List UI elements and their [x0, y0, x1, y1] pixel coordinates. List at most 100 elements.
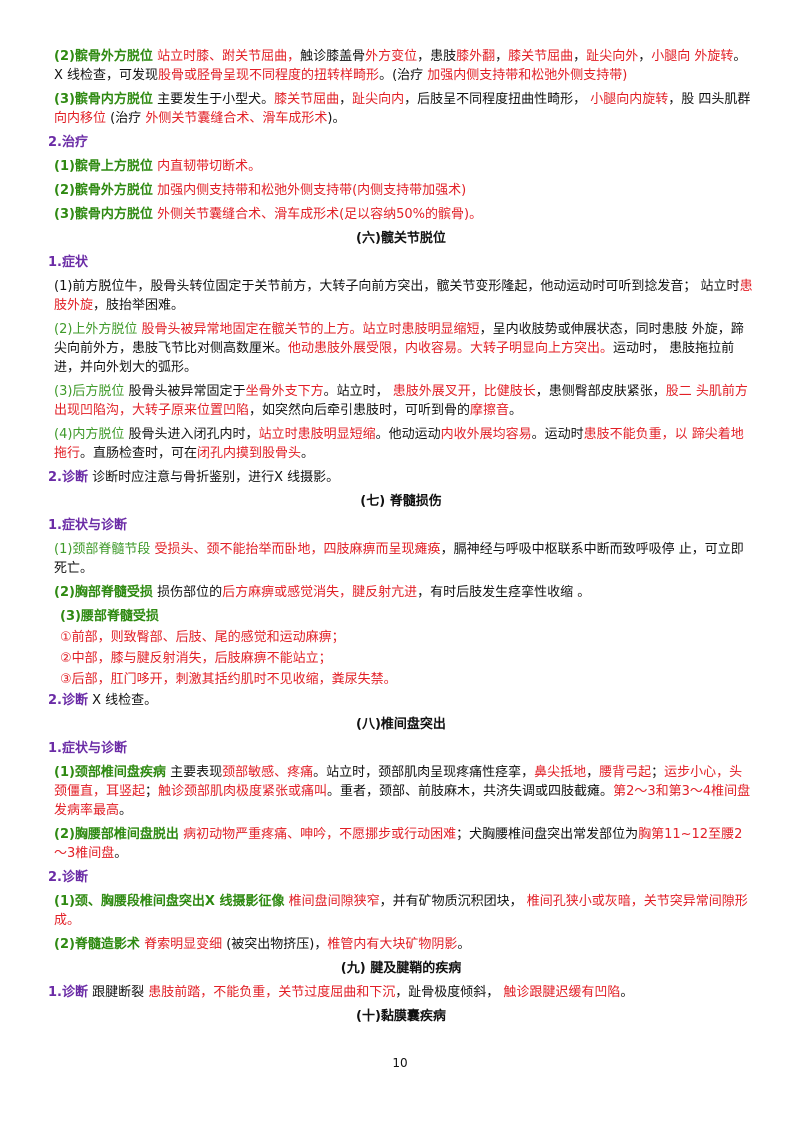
text-run: ③后部，肛门哆开，刺激其括约肌时不见收缩，粪尿失禁。 — [60, 672, 397, 687]
text-run: (治疗 — [106, 111, 146, 126]
text-run: 主要发生于小型犬。 — [152, 92, 275, 107]
paragraph: ③后部，肛门哆开，刺激其括约肌时不见收缩，粪尿失禁。 — [48, 670, 754, 689]
text-run: ，如突然向后牵引患肢时，可听到骨的 — [249, 403, 471, 418]
text-run: (1)颈部椎间盘疾病 — [54, 765, 166, 780]
paragraph: 2.诊断 X 线检查。 — [48, 691, 754, 710]
text-run: 趾尖向内 — [352, 92, 405, 107]
text-run: 股二 头肌前方出现凹陷沟，大转子原来位置凹陷 — [54, 384, 748, 418]
paragraph: (1)颈部脊髓节段 受损头、颈不能抬举而卧地，四肢麻痹而呈现瘫痪，膈神经与呼吸中… — [48, 540, 754, 578]
text-run: 第2～3和第3～4椎间盘发病率最高 — [54, 784, 751, 818]
document-body: (2)髌骨外方脱位 站立时膝、跗关节屈曲，触诊膝盖骨外方变位，患肢膝外翻，膝关节… — [48, 47, 754, 1031]
text-run: 腰背弓起 — [599, 765, 652, 780]
text-run: ，趾骨极度倾斜， — [395, 985, 504, 1000]
text-run: 2.诊断 — [48, 470, 88, 485]
text-run: 外侧关节囊缝合术、滑车成形术 — [145, 111, 328, 126]
text-run: 他动患肢外展受限，内收容易。大转子明显向上方突出。 — [288, 341, 614, 356]
paragraph: (1)颈、胸腰段椎间盘突出X 线摄影征像 椎间盘间隙狭窄，并有矿物质沉积团块， … — [48, 892, 754, 930]
section-heading: (八)椎间盘突出 — [48, 715, 754, 734]
text-run: 触诊膝盖骨 — [300, 49, 366, 64]
text-run: 1.症状与诊断 — [48, 518, 127, 533]
text-run: )。 — [327, 111, 346, 126]
page-number: 10 — [392, 1056, 408, 1070]
text-run: 。 — [509, 403, 523, 418]
text-run: 外方变位 — [365, 49, 418, 64]
text-run: 主要表现 — [165, 765, 223, 780]
text-run: 闭孔内摸到股骨头 — [197, 446, 302, 461]
text-run: 2.诊断 — [48, 870, 88, 885]
text-run: (1)颈部脊髓节段 — [54, 542, 151, 557]
paragraph: (1)前方脱位牛，股骨头转位固定于关节前方，大转子向前方突出，髋关节变形隆起，他… — [48, 277, 754, 315]
text-run: ； — [651, 765, 665, 780]
text-run: 。 — [620, 985, 634, 1000]
text-run: 后方麻痹或感觉消失，腱反射亢进 — [222, 585, 418, 600]
text-run: 站立时患肢明显短缩 — [258, 427, 376, 442]
text-run: (十)黏膜囊疾病 — [356, 1009, 446, 1024]
text-run: (3)腰部脊髓受损 — [60, 609, 159, 624]
text-run: ， — [339, 92, 353, 107]
text-run: ， — [638, 49, 652, 64]
paragraph: (2)上外方脱位 股骨头被异常地固定在髋关节的上方。站立时患肢明显缩短，呈内收肢… — [48, 320, 754, 377]
text-run: 。站立时，颈部肌肉呈现疼痛性痉挛， — [313, 765, 535, 780]
text-run: (1)前方脱位牛，股骨头转位固定于关节前方，大转子向前方突出，髋关节变形隆起，他… — [54, 279, 740, 294]
text-run: 股骨头进入闭孔内时， — [124, 427, 259, 442]
text-run: 。X 线检查，可发现 — [54, 49, 747, 83]
text-run: ；犬胸腰椎间盘突出常发部位为 — [456, 827, 639, 842]
text-run: 1.诊断 — [48, 985, 88, 1000]
text-run: 患肢外展叉开，比健肢长 — [392, 384, 536, 399]
text-run: 。运动时 — [531, 427, 584, 442]
text-run: 损伤部位的 — [152, 585, 223, 600]
paragraph: 1.症状与诊断 — [48, 516, 754, 535]
section-heading: (九) 腱及腱鞘的疾病 — [48, 959, 754, 978]
paragraph: 1.症状 — [48, 253, 754, 272]
paragraph: ①前部，则致臀部、后肢、尾的感觉和运动麻痹； — [48, 628, 754, 647]
text-run: 。(治疗 — [379, 68, 428, 83]
text-run: ，呈内收肢势或伸展状态，同时患肢 外旋，蹄尖向前外方，患肢飞节比对侧高数厘米。 — [54, 322, 744, 356]
text-run: 1.症状与诊断 — [48, 741, 127, 756]
section-heading: (七) 脊髓损伤 — [48, 492, 754, 511]
text-run: 病初动物严重疼痛、呻吟，不愿挪步或行动困难 — [178, 827, 457, 842]
paragraph: (1)髌骨上方脱位 内直韧带切断术。 — [48, 157, 754, 176]
text-run: 椎管内有大块矿物阴影 — [327, 937, 458, 952]
text-run: ， — [573, 49, 587, 64]
text-run: ， — [586, 765, 600, 780]
paragraph: 2.诊断 — [48, 868, 754, 887]
text-run: 2.治疗 — [48, 135, 88, 150]
text-run: 跟腱断裂 — [87, 985, 149, 1000]
paragraph: ②中部，膝与腱反射消失，后肢麻痹不能站立； — [48, 649, 754, 668]
text-run: (1)髌骨上方脱位 — [54, 159, 153, 174]
text-run: ， — [495, 49, 509, 64]
text-run: (七) 脊髓损伤 — [360, 494, 442, 509]
paragraph: (2)胸腰部椎间盘脱出 病初动物严重疼痛、呻吟，不愿挪步或行动困难；犬胸腰椎间盘… — [48, 825, 754, 863]
paragraph: (1)颈部椎间盘疾病 主要表现颈部敏感、疼痛。站立时，颈部肌肉呈现疼痛性痉挛，鼻… — [48, 763, 754, 820]
text-run: ，肢抬举困难。 — [93, 298, 185, 313]
text-run: 向内移位 — [54, 111, 107, 126]
text-run: 脊索明显变细 — [139, 937, 223, 952]
text-run: 摩擦音 — [470, 403, 510, 418]
text-run: (八)椎间盘突出 — [356, 717, 446, 732]
paragraph: (2)髌骨外方脱位 站立时膝、跗关节屈曲，触诊膝盖骨外方变位，患肢膝外翻，膝关节… — [48, 47, 754, 85]
paragraph: (2)胸部脊髓受损 损伤部位的后方麻痹或感觉消失，腱反射亢进，有时后肢发生痉挛性… — [48, 583, 754, 602]
text-run: 股骨头被异常固定于 — [124, 384, 246, 399]
text-run: (九) 腱及腱鞘的疾病 — [340, 961, 462, 976]
text-run: 小腿向 外旋转 — [651, 49, 734, 64]
text-run: ； — [145, 784, 159, 799]
text-run: 。直肠检查时，可在 — [80, 446, 198, 461]
text-run: 内收外展均容易 — [440, 427, 532, 442]
text-run: 坐骨外支下方 — [245, 384, 324, 399]
paragraph: (2)髌骨外方脱位 加强内侧支持带和松弛外侧支持带(内侧支持带加强术) — [48, 181, 754, 200]
text-run: 2.诊断 — [48, 693, 88, 708]
text-run: 小腿向内旋转 — [590, 92, 669, 107]
text-run: 。他动运动 — [375, 427, 441, 442]
text-run: 触诊颈部肌肉极度紧张或痛叫 — [158, 784, 328, 799]
text-run: ，患肢 — [417, 49, 457, 64]
text-run: 站立时膝、跗关节屈曲， — [152, 49, 301, 64]
text-run: (被突出物挤压)， — [222, 937, 328, 952]
text-run: 。 — [114, 846, 128, 861]
text-run: ②中部，膝与腱反射消失，后肢麻痹不能站立； — [60, 651, 332, 666]
text-run: 受损头、颈不能抬举而卧地，四肢麻痹而呈现瘫痪 — [150, 542, 441, 557]
text-run: ，股 四头肌群 — [668, 92, 751, 107]
text-run: (2)胸腰部椎间盘脱出 — [54, 827, 179, 842]
paragraph: 2.诊断 诊断时应注意与骨折鉴别，进行X 线摄影。 — [48, 468, 754, 487]
text-run: ，并有矿物质沉积团块， — [379, 894, 527, 909]
